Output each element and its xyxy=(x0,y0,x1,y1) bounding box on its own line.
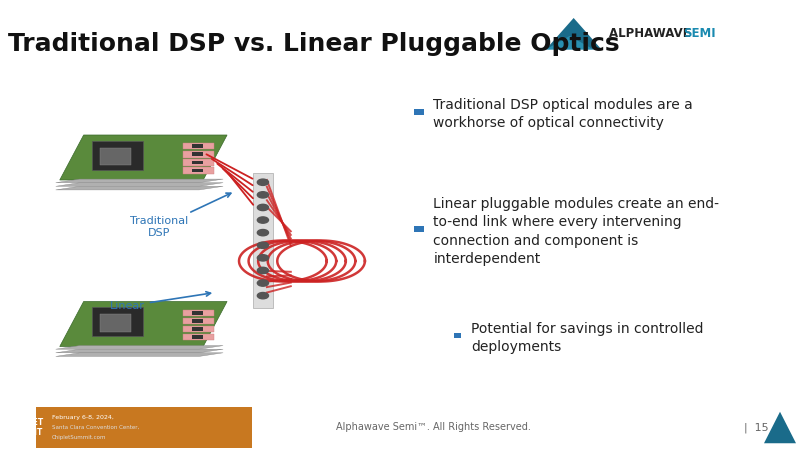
FancyBboxPatch shape xyxy=(92,307,143,337)
FancyBboxPatch shape xyxy=(192,327,203,331)
Circle shape xyxy=(258,204,269,211)
FancyBboxPatch shape xyxy=(183,318,214,324)
Polygon shape xyxy=(546,36,594,50)
Polygon shape xyxy=(56,349,223,353)
Circle shape xyxy=(258,230,269,236)
FancyBboxPatch shape xyxy=(253,173,273,308)
FancyBboxPatch shape xyxy=(192,161,203,164)
Text: Traditional
DSP: Traditional DSP xyxy=(130,193,231,238)
Text: SEMI: SEMI xyxy=(682,27,715,40)
FancyBboxPatch shape xyxy=(192,335,203,339)
FancyBboxPatch shape xyxy=(99,315,130,332)
FancyBboxPatch shape xyxy=(414,226,424,232)
FancyBboxPatch shape xyxy=(183,310,214,316)
Polygon shape xyxy=(56,186,223,190)
FancyBboxPatch shape xyxy=(192,153,203,156)
Circle shape xyxy=(258,292,269,299)
Text: Linear: Linear xyxy=(110,292,210,311)
Text: Potential for savings in controlled
deployments: Potential for savings in controlled depl… xyxy=(471,321,703,354)
Circle shape xyxy=(258,255,269,261)
FancyBboxPatch shape xyxy=(454,333,462,338)
FancyBboxPatch shape xyxy=(183,326,214,332)
Polygon shape xyxy=(60,135,227,180)
Text: Traditional DSP vs. Linear Pluggable Optics: Traditional DSP vs. Linear Pluggable Opt… xyxy=(8,32,619,55)
Polygon shape xyxy=(60,302,227,346)
FancyBboxPatch shape xyxy=(192,144,203,148)
FancyBboxPatch shape xyxy=(183,151,214,158)
FancyBboxPatch shape xyxy=(414,109,424,115)
FancyBboxPatch shape xyxy=(183,159,214,166)
Text: CHIPLET
SUMMIT: CHIPLET SUMMIT xyxy=(8,418,44,437)
Circle shape xyxy=(258,267,269,274)
Text: Traditional DSP optical modules are a
workhorse of optical connectivity: Traditional DSP optical modules are a wo… xyxy=(434,98,693,130)
Polygon shape xyxy=(56,346,223,349)
FancyBboxPatch shape xyxy=(92,140,143,170)
Text: Linear pluggable modules create an end-
to-end link where every intervening
conn: Linear pluggable modules create an end- … xyxy=(434,197,719,266)
Polygon shape xyxy=(546,18,602,50)
Circle shape xyxy=(258,242,269,248)
FancyBboxPatch shape xyxy=(183,143,214,149)
Text: Santa Clara Convention Center,: Santa Clara Convention Center, xyxy=(52,425,139,430)
Text: |  15: | 15 xyxy=(744,422,769,433)
Polygon shape xyxy=(764,412,796,443)
FancyBboxPatch shape xyxy=(192,169,203,172)
Polygon shape xyxy=(56,179,223,183)
FancyBboxPatch shape xyxy=(183,334,214,340)
Polygon shape xyxy=(56,353,223,356)
Circle shape xyxy=(258,179,269,185)
FancyBboxPatch shape xyxy=(183,167,214,174)
Circle shape xyxy=(258,280,269,286)
Circle shape xyxy=(258,192,269,198)
FancyBboxPatch shape xyxy=(192,319,203,323)
Text: ChipletSummit.com: ChipletSummit.com xyxy=(52,435,106,440)
Text: February 6-8, 2024,: February 6-8, 2024, xyxy=(52,415,114,420)
FancyBboxPatch shape xyxy=(36,407,252,448)
Text: Alphawave Semi™. All Rights Reserved.: Alphawave Semi™. All Rights Reserved. xyxy=(336,423,531,432)
Text: ALPHAWAVE: ALPHAWAVE xyxy=(610,27,695,40)
Circle shape xyxy=(258,217,269,223)
FancyBboxPatch shape xyxy=(99,148,130,166)
FancyBboxPatch shape xyxy=(192,311,203,315)
Polygon shape xyxy=(56,183,223,186)
